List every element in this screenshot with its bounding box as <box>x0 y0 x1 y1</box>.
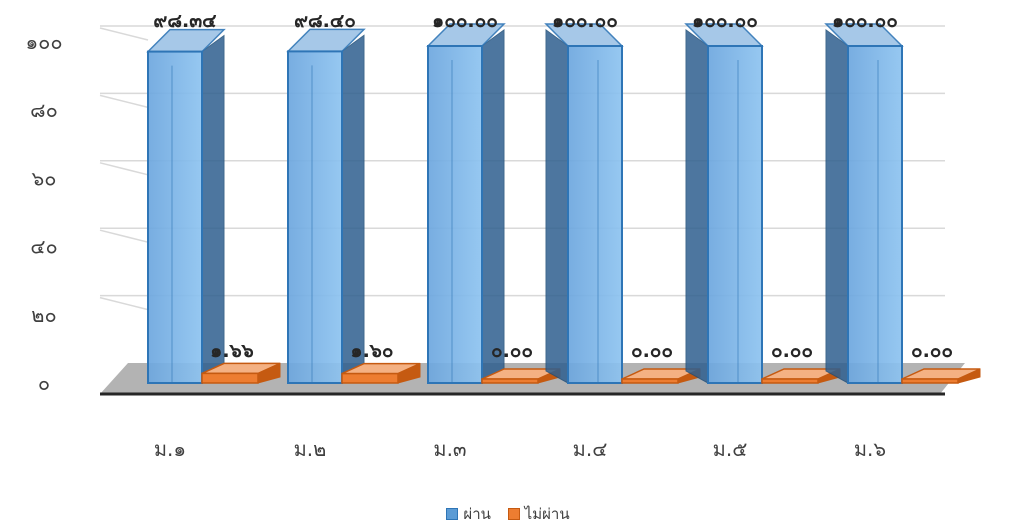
gridline-side-20 <box>99 296 149 311</box>
y-axis-tick-labels: ๐ ๒๐ ๔๐ ๖๐ ๘๐ ๑๐๐ <box>25 30 62 395</box>
bar-fail-4 <box>761 378 819 384</box>
bar-pass-side-0 <box>201 34 225 384</box>
gridline-side-60 <box>99 162 149 176</box>
bar-fail-5 <box>901 378 959 384</box>
x-axis-category-labels: ม.๑ ม.๒ ม.๓ ม.๔ ม.๕ ม.๖ <box>154 437 886 461</box>
legend-label-fail: ไม่ผ่าน <box>524 505 570 523</box>
gridline-side-80 <box>99 94 149 109</box>
data-label-pass-3: ๑๐๐.๐๐ <box>552 10 618 32</box>
y-tick-label-80: ๘๐ <box>30 98 58 122</box>
bars <box>146 23 981 384</box>
bar-fail-2 <box>481 378 539 384</box>
bar-fail-1 <box>341 372 399 384</box>
data-label-pass-5: ๑๐๐.๐๐ <box>832 10 898 32</box>
y-tick-label-100: ๑๐๐ <box>25 30 62 54</box>
bar-pass-0 <box>147 50 203 384</box>
bar-pass-1 <box>287 50 343 384</box>
x-tick-label-2: ม.๓ <box>433 437 466 461</box>
bar-fail-3 <box>621 378 679 384</box>
bar-fail-0 <box>201 372 259 384</box>
data-labels: ๙๘.๓๔๑.๖๖ ๙๘.๔๐๑.๖๐ ๑๐๐.๐๐๐.๐๐ ๑๐๐.๐๐๐.๐๐ ๑๐… <box>153 10 953 362</box>
bar-fail-side-1 <box>397 362 421 384</box>
data-label-fail-3: ๐.๐๐ <box>631 340 673 362</box>
legend: ผ่าน ไม่ผ่าน <box>0 502 1016 526</box>
data-label-fail-4: ๐.๐๐ <box>771 340 813 362</box>
data-label-pass-2: ๑๐๐.๐๐ <box>432 10 498 32</box>
data-label-fail-5: ๐.๐๐ <box>911 340 953 362</box>
data-label-fail-2: ๐.๐๐ <box>491 340 533 362</box>
gridlines <box>99 25 945 311</box>
data-label-fail-1: ๑.๖๐ <box>351 340 394 362</box>
bar-pass-2 <box>427 45 483 384</box>
x-tick-label-4: ม.๕ <box>713 437 748 461</box>
legend-swatch-pass <box>446 508 459 520</box>
bar-fail-side-5 <box>957 368 981 384</box>
data-label-pass-1: ๙๘.๔๐ <box>294 10 356 32</box>
bar-pass-3 <box>567 45 623 384</box>
data-label-fail-0: ๑.๖๖ <box>210 340 253 362</box>
x-tick-label-1: ม.๒ <box>294 437 327 461</box>
bar-pass-side-4 <box>685 29 709 384</box>
bar-pass-side-3 <box>545 29 569 384</box>
legend-item-pass: ผ่าน <box>446 502 491 526</box>
bar-pass-side-1 <box>341 34 365 384</box>
data-label-pass-0: ๙๘.๓๔ <box>153 10 216 32</box>
y-tick-label-0: ๐ <box>38 371 50 395</box>
bar-pass-4 <box>707 45 763 384</box>
bar-fail-side-0 <box>257 362 281 384</box>
legend-swatch-fail <box>507 508 520 520</box>
gridline-side-100 <box>99 27 149 41</box>
bar-pass-5 <box>847 45 903 384</box>
legend-label-pass: ผ่าน <box>463 505 491 523</box>
x-tick-label-3: ม.๔ <box>573 437 608 461</box>
data-label-pass-4: ๑๐๐.๐๐ <box>692 10 758 32</box>
y-tick-label-60: ๖๐ <box>32 166 57 190</box>
gridline-side-40 <box>99 229 149 243</box>
x-tick-label-0: ม.๑ <box>154 437 186 461</box>
bar-pass-side-5 <box>825 29 849 384</box>
x-tick-label-5: ม.๖ <box>854 437 886 461</box>
y-tick-label-20: ๒๐ <box>31 303 56 327</box>
bar-pass-side-2 <box>481 29 505 384</box>
legend-item-fail: ไม่ผ่าน <box>507 502 570 526</box>
y-tick-label-40: ๔๐ <box>30 235 57 259</box>
